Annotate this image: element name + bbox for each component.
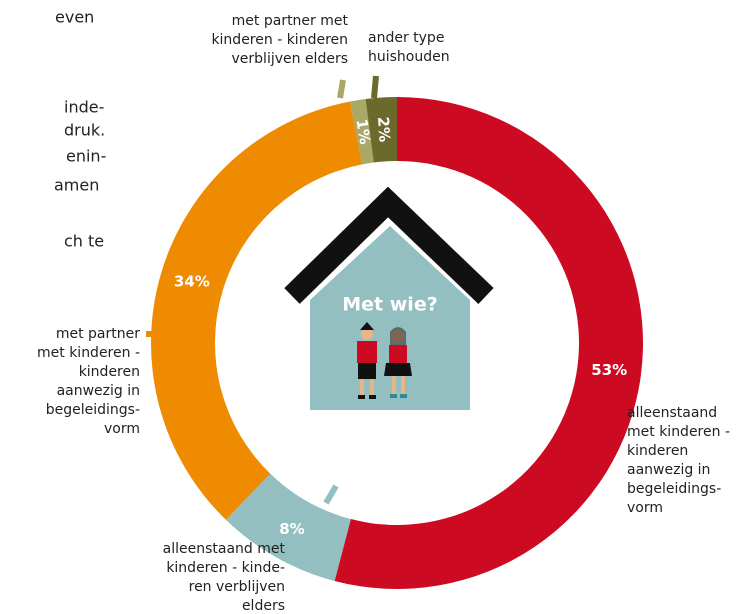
text-fragment: inde- xyxy=(64,98,104,117)
donut: 53% alleenstaand met kinderen -kinderen aan… xyxy=(37,13,730,614)
text-fragment: enin- xyxy=(66,147,106,166)
roof xyxy=(284,186,494,304)
category-label: ander type huishouden xyxy=(368,30,450,65)
text-fragment: druk. xyxy=(64,121,105,140)
leader-line xyxy=(599,401,621,413)
category-label: alleenstaand met kinderen - kinde-ren ver… xyxy=(163,541,286,614)
data-label: 8% xyxy=(279,520,304,538)
house xyxy=(310,226,470,410)
text-fragment: even xyxy=(55,8,94,27)
donut-segment xyxy=(365,97,397,163)
figure xyxy=(384,327,412,398)
data-label: 53% xyxy=(591,361,627,379)
category-label: met partner met kinderen -kinderen aanwezi… xyxy=(37,326,140,437)
donut-segment xyxy=(349,99,374,165)
leader-line xyxy=(337,79,346,99)
leader-line xyxy=(323,484,339,505)
data-label: 34% xyxy=(174,273,210,291)
donut-segment xyxy=(150,101,363,520)
donut-segment xyxy=(225,473,351,581)
data-label: 2% xyxy=(374,116,394,143)
text-fragment: ch te xyxy=(64,232,104,251)
data-label: 1% xyxy=(352,118,374,146)
leader-line xyxy=(371,75,379,99)
category-label: alleenstaand met kinderen -kinderen aanwez… xyxy=(627,405,730,516)
left-text: even inde- druk. enin- amen ch te xyxy=(54,8,106,251)
text-fragment: amen xyxy=(54,176,99,195)
center-label: Met wie? xyxy=(342,294,437,316)
figure xyxy=(357,322,377,399)
category-label: met partner met kinderen - kinderen verbli… xyxy=(211,13,348,67)
donut-segment xyxy=(334,97,643,589)
house-icon: Met wie? xyxy=(284,186,494,410)
